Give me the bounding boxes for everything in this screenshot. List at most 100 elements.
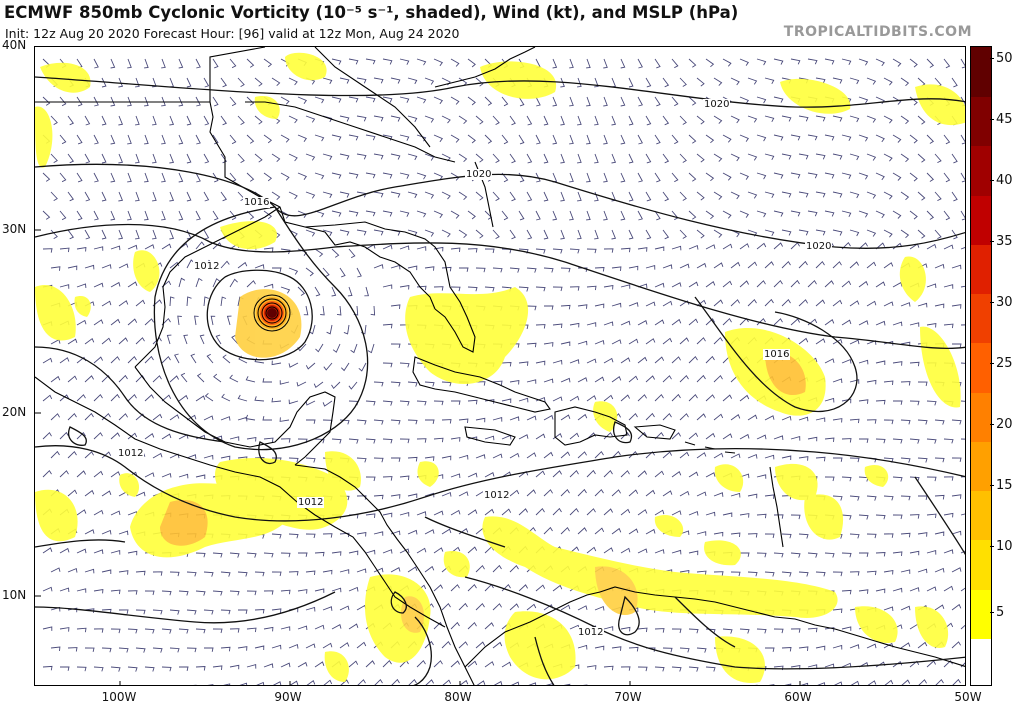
wind-barb [603,172,608,183]
wind-barb [450,509,461,516]
wind-barb [442,679,452,685]
wind-barb [467,509,478,516]
wind-barb [637,666,648,672]
wind-barb [42,210,51,220]
wind-barb [526,229,533,240]
wind-barb [603,248,614,253]
wind-barb [543,451,554,459]
wind-barb [399,512,410,517]
wind-barb [203,191,210,202]
wind-barb [161,172,166,183]
wind-barb [246,664,257,669]
wind-barb [892,587,903,593]
wind-barb [399,58,410,65]
wind-barb [279,417,290,422]
wind-barb [118,115,124,126]
wind-barb [620,666,631,671]
wind-barb [560,304,571,310]
wind-barb [67,115,74,126]
wind-barb [297,589,308,594]
wind-barb [59,587,70,593]
colorbar-segment [971,588,991,639]
wind-barb [169,375,179,383]
wind-barb [900,569,911,574]
wind-barb [679,413,689,421]
wind-barb [781,647,792,652]
wind-barb [289,680,299,685]
wind-barb [577,191,582,202]
wind-barb [841,241,851,250]
wind-barb [303,305,309,316]
wind-barb [832,261,842,269]
wind-barb [183,334,188,345]
wind-barb [620,172,626,183]
wind-barb [586,134,591,145]
wind-barb [696,413,706,421]
wind-barb [952,343,962,349]
wind-barb [76,356,87,364]
wind-barb [484,472,495,478]
wind-barb [654,58,661,69]
wind-barb [84,375,94,383]
wind-barb [509,229,516,240]
wind-barb [764,115,775,123]
wind-barb [67,567,78,573]
wind-barb [331,438,342,444]
isobar-label: 1020 [465,169,493,180]
wind-barb [135,191,140,202]
wind-barb [790,436,801,441]
wind-barb [76,666,87,672]
wind-barb [407,419,418,425]
wind-barb [84,229,91,240]
wind-barb [773,318,783,326]
wind-barb [84,529,95,535]
wind-barb [841,358,852,364]
wind-barb [144,432,155,440]
wind-barb [765,647,775,653]
wind-barb [382,476,393,481]
wind-barb [645,229,652,240]
wind-barb [900,642,911,649]
wind-barb [739,473,750,479]
wind-barb [518,96,525,107]
wind-barb [433,400,444,406]
wind-barb [705,280,716,288]
wind-barb [841,552,852,558]
wind-barb [76,319,87,326]
wind-barb [161,433,172,440]
wind-barb [348,58,359,65]
wind-barb [101,374,111,383]
wind-barb [343,324,350,335]
lon-label-70w: 70W [614,690,642,704]
wind-barb [586,210,591,221]
wind-barb [679,77,687,87]
wind-barb [611,77,617,88]
wind-barb [934,229,942,240]
wind-barb [67,412,77,421]
wind-barb [569,286,580,291]
wind-barb [654,470,665,478]
wind-barb [815,645,826,651]
wind-barb [909,550,920,556]
wind-barb [637,627,648,633]
wind-barb [467,621,477,630]
colorbar-tick [990,612,994,613]
wind-barb [118,229,124,240]
wind-barb [773,514,784,519]
colorbar-tick [990,58,994,59]
wind-barb [475,564,485,573]
wind-barb [662,412,672,421]
wind-barb [628,191,634,202]
wind-barb [620,394,631,402]
wind-barb [220,153,228,164]
wind-barb [960,400,965,402]
wind-barb [339,642,350,649]
wind-barb [866,300,877,307]
wind-barb [135,229,140,240]
wind-barb [356,153,367,160]
colorbar-label: 10 [996,539,1013,554]
wind-barb [229,628,240,633]
wind-barb [314,624,325,630]
wind-barb [424,456,435,461]
wind-barb [951,77,958,88]
